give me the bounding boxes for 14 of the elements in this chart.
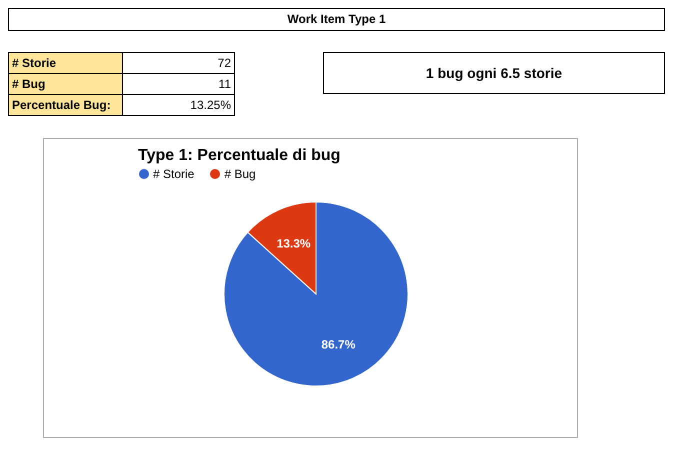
- data-label: 13.3%: [276, 236, 311, 251]
- legend-label: # Storie: [153, 167, 194, 181]
- text: 1 bug ogni 6.5 storie: [323, 52, 665, 94]
- text: 72: [122, 52, 234, 74]
- text: 13.25%: [122, 94, 234, 116]
- text: Percentuale Bug:: [8, 94, 122, 116]
- text: Work Item Type 1: [8, 8, 665, 31]
- data-label: 86.7%: [321, 337, 356, 352]
- legend-label: # Bug: [224, 167, 256, 181]
- text: # Bug: [8, 74, 122, 94]
- text: # Storie: [8, 52, 122, 74]
- text: 11: [122, 74, 234, 94]
- chart-title: Type 1: Percentuale di bug: [138, 147, 340, 165]
- pie-slice: [224, 202, 408, 386]
